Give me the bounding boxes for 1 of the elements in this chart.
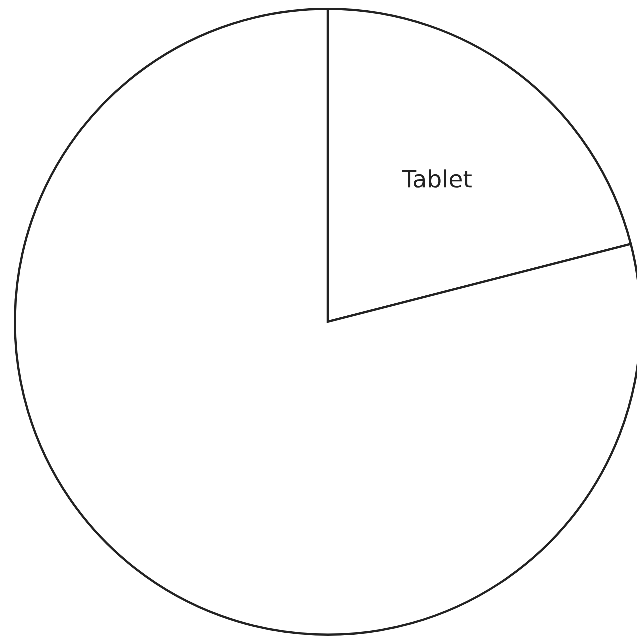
slice-label: Tablet [402, 170, 472, 188]
